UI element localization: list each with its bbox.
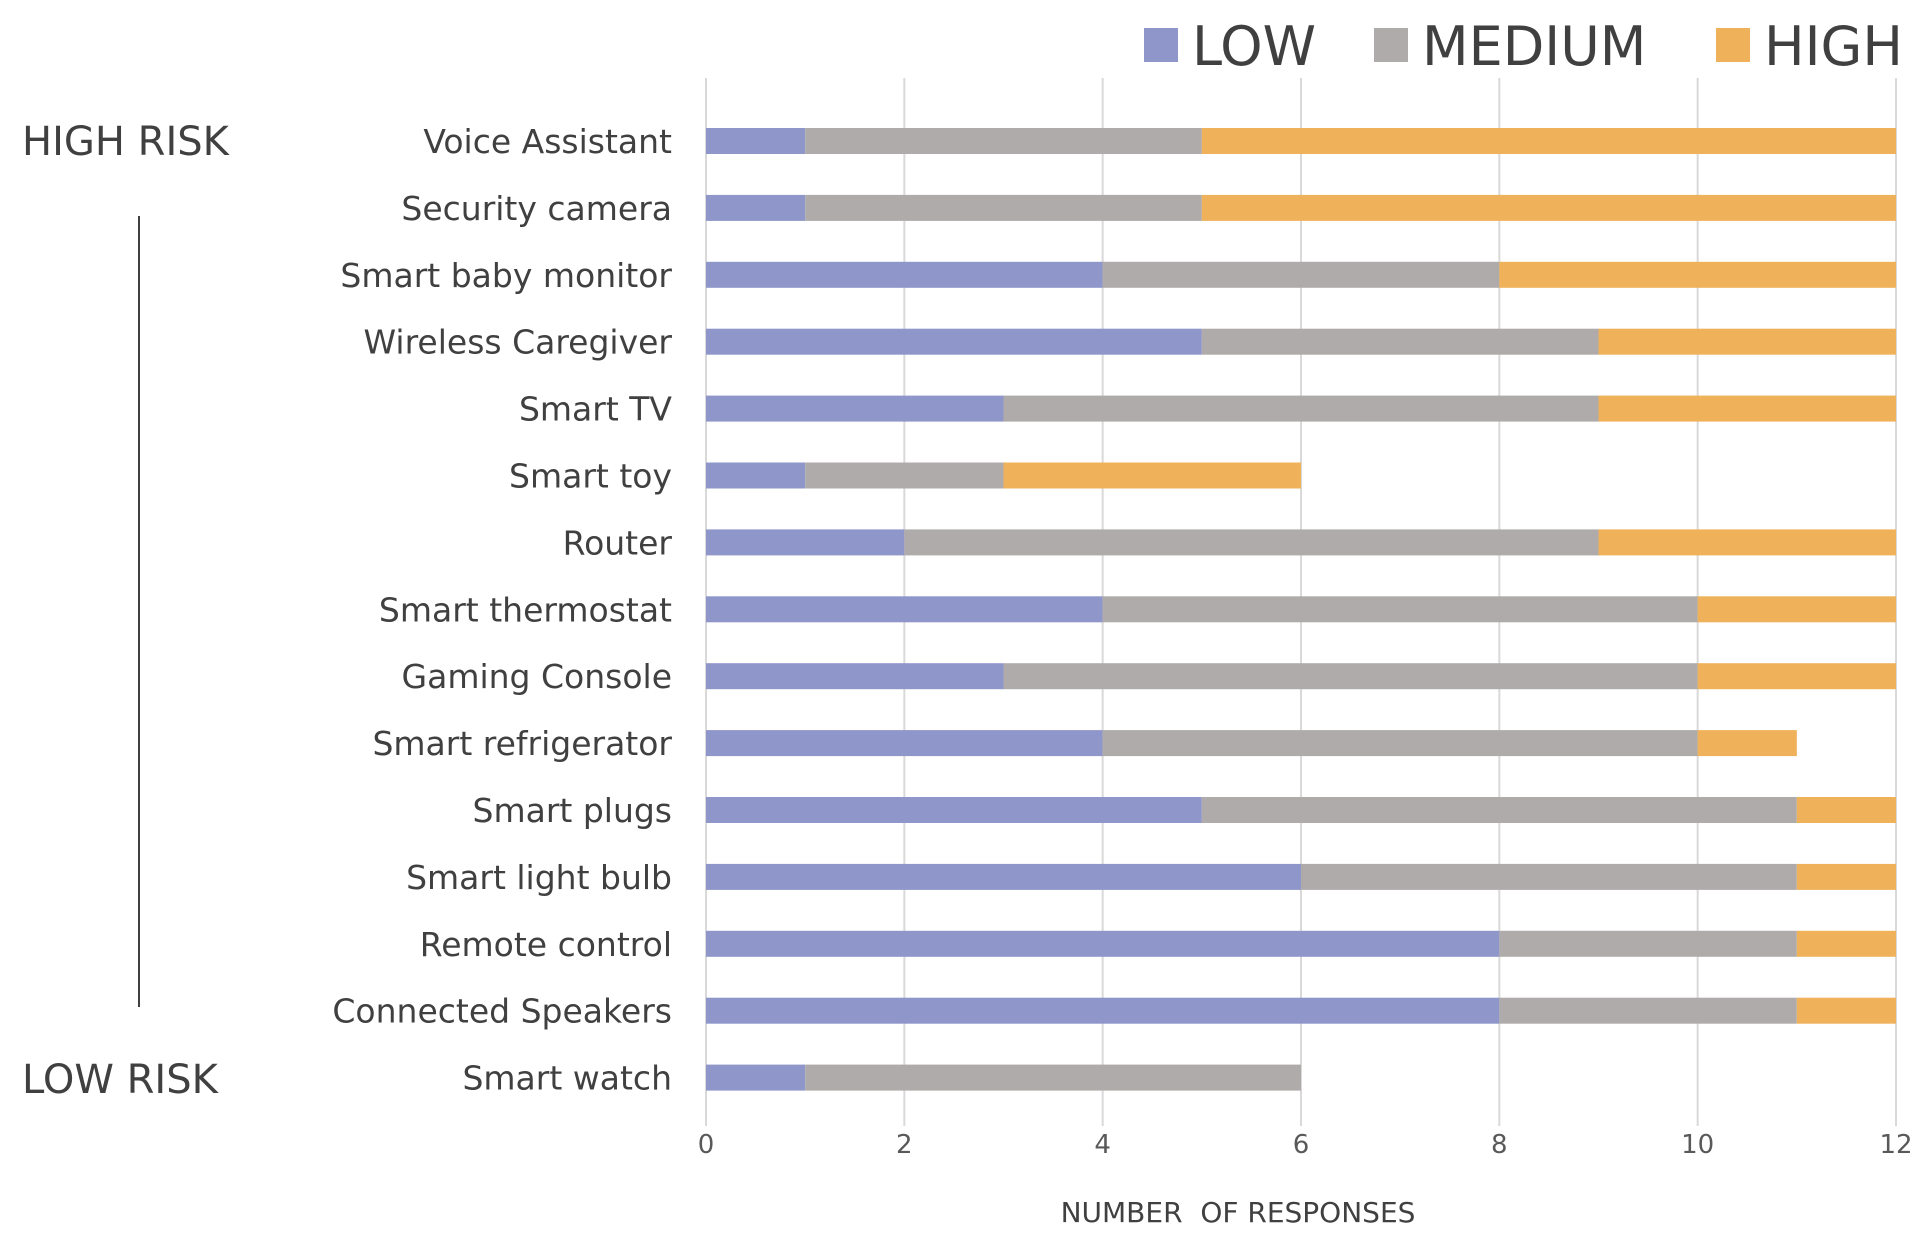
bar-low-3 [706, 328, 1202, 355]
bar-low-9 [706, 730, 1103, 757]
bar-medium-12 [1499, 930, 1797, 957]
bar-high-13 [1796, 997, 1896, 1024]
legend: LOW MEDIUM HIGH [1144, 15, 1903, 78]
x-tick-label: 4 [1094, 1130, 1111, 1160]
bar-high-8 [1697, 663, 1896, 690]
bar-high-6 [1598, 529, 1896, 556]
bar-high-12 [1796, 930, 1896, 957]
x-tick-label: 6 [1293, 1130, 1310, 1160]
bar-low-0 [706, 128, 806, 154]
bar-medium-0 [805, 128, 1202, 154]
category-label: Smart baby monitor [340, 256, 672, 295]
bar-medium-5 [805, 462, 1004, 489]
legend-swatch-high [1716, 28, 1750, 62]
bar-high-5 [1003, 462, 1301, 489]
bar-high-3 [1598, 328, 1896, 355]
bar-low-4 [706, 395, 1004, 422]
bar-medium-14 [805, 1064, 1301, 1091]
bar-low-1 [706, 194, 806, 221]
bar-high-4 [1598, 395, 1896, 422]
bar-medium-6 [904, 529, 1599, 556]
bar-medium-10 [1201, 797, 1797, 823]
bar-low-10 [706, 797, 1202, 823]
bar-high-2 [1499, 261, 1896, 288]
legend-swatch-medium [1374, 28, 1408, 62]
x-axis-title: NUMBER OF RESPONSES [1061, 1196, 1416, 1229]
bar-low-14 [706, 1064, 806, 1091]
category-label: Smart watch [462, 1059, 672, 1098]
legend-swatch-low [1144, 28, 1178, 62]
high-risk-label: HIGH RISK [22, 119, 231, 165]
legend-label-medium: MEDIUM [1422, 15, 1646, 78]
x-tick-labels: 0 2 4 6 8 10 12 [698, 1130, 1913, 1160]
bar-low-7 [706, 596, 1103, 623]
bar-medium-8 [1003, 663, 1698, 690]
bars [706, 128, 1896, 1091]
category-label: Gaming Console [402, 657, 672, 696]
bar-low-13 [706, 997, 1500, 1024]
bar-low-12 [706, 930, 1500, 957]
bar-medium-1 [805, 194, 1202, 221]
category-label: Smart light bulb [406, 858, 672, 897]
category-label: Router [563, 523, 673, 562]
bar-medium-2 [1102, 261, 1500, 288]
category-label: Smart refrigerator [372, 724, 672, 763]
x-tick-label: 2 [896, 1130, 913, 1160]
bar-high-0 [1201, 128, 1896, 154]
bar-low-2 [706, 261, 1103, 288]
x-tick-label: 8 [1491, 1130, 1508, 1160]
category-label: Smart plugs [473, 791, 672, 830]
bar-low-8 [706, 663, 1004, 690]
category-label: Connected Speakers [332, 992, 672, 1031]
bar-low-11 [706, 863, 1301, 890]
bar-high-11 [1796, 863, 1896, 890]
legend-label-low: LOW [1192, 15, 1316, 78]
bar-high-9 [1697, 730, 1797, 757]
x-tick-label: 0 [698, 1130, 715, 1160]
category-label: Voice Assistant [423, 122, 672, 161]
x-tick-label: 10 [1681, 1130, 1714, 1160]
bar-medium-3 [1201, 328, 1599, 355]
category-label: Security camera [401, 189, 672, 228]
bar-medium-9 [1102, 730, 1698, 757]
category-labels: Voice Assistant Security camera Smart baby… [332, 122, 672, 1098]
category-label: Smart TV [519, 390, 672, 429]
bar-medium-13 [1499, 997, 1797, 1024]
bar-low-5 [706, 462, 806, 489]
legend-label-high: HIGH [1764, 15, 1903, 78]
bar-medium-11 [1301, 863, 1797, 890]
bar-low-6 [706, 529, 905, 556]
bar-high-10 [1796, 797, 1896, 823]
category-label: Remote control [420, 925, 672, 964]
category-label: Smart toy [509, 457, 672, 496]
low-risk-label: LOW RISK [22, 1057, 220, 1103]
category-label: Smart thermostat [379, 590, 672, 629]
category-label: Wireless Caregiver [364, 323, 673, 362]
bar-high-7 [1697, 596, 1896, 623]
x-tick-label: 12 [1879, 1130, 1912, 1160]
bar-medium-4 [1003, 395, 1599, 422]
bar-high-1 [1201, 194, 1896, 221]
bar-medium-7 [1102, 596, 1698, 623]
